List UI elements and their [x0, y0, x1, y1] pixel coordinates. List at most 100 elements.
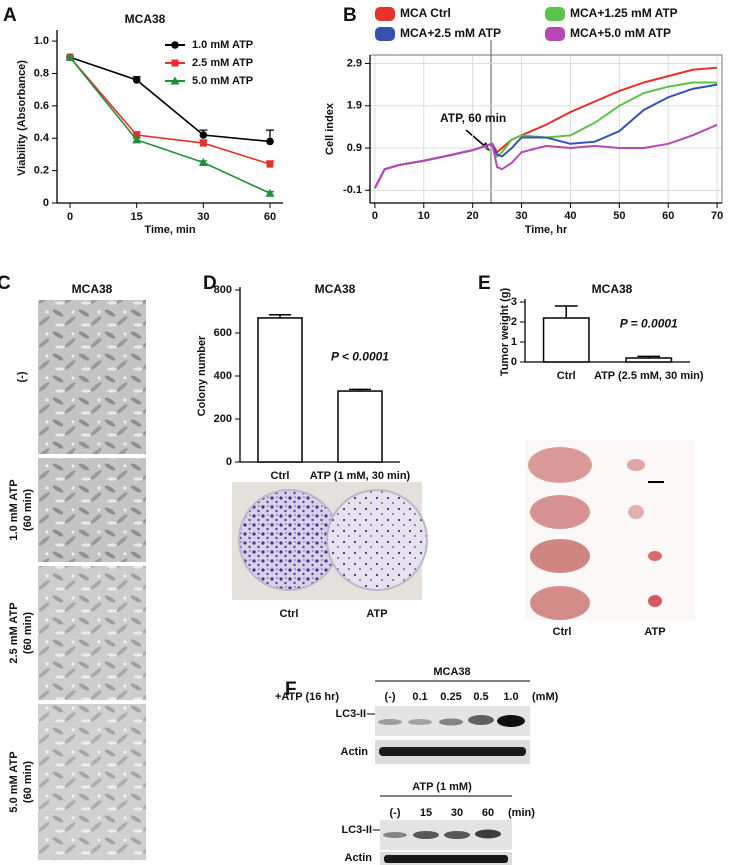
annotation: ATP, 60 min — [440, 111, 506, 125]
x-axis-title: Time, min — [144, 224, 195, 236]
legend-swatch — [545, 7, 565, 21]
band — [379, 747, 526, 756]
treatment: ATP (1 mM) — [412, 781, 472, 793]
legend-swatch — [545, 27, 565, 41]
y-axis-title: Tumor weight (g) — [499, 287, 511, 376]
y-tick-label: 3 — [511, 296, 517, 308]
micrograph — [38, 704, 146, 860]
treatment: +ATP (16 hr) — [275, 691, 339, 703]
x-tick-label: 10 — [418, 210, 430, 222]
marker — [198, 158, 208, 167]
legend-label: 1.0 mM ATP — [192, 39, 253, 51]
y-tick-label: 0.6 — [34, 100, 49, 112]
series-line — [373, 66, 718, 189]
tumor — [627, 459, 645, 471]
panel-label: E — [478, 273, 491, 294]
row-label: LC3-II — [341, 824, 372, 836]
legend-label: MCA+1.25 mM ATP — [570, 6, 678, 20]
y-axis-title: Viability (Absorbance) — [16, 60, 28, 176]
tumor — [530, 539, 590, 573]
y-axis-title: Cell index — [324, 102, 336, 155]
marker — [132, 135, 142, 144]
marker — [265, 188, 275, 197]
x-tick-label: 0 — [372, 210, 378, 222]
band — [444, 831, 470, 839]
tumor — [648, 551, 662, 561]
lane-label: (-) — [390, 807, 401, 819]
y-tick-label: 0.4 — [34, 132, 50, 144]
chart-title: MCA38 — [125, 12, 166, 26]
band — [413, 831, 439, 839]
tumor — [628, 505, 644, 519]
y-tick-label: 2.9 — [347, 57, 362, 69]
x-tick-label: 70 — [711, 210, 723, 222]
x-tick-label: 60 — [662, 210, 674, 222]
row-label: Actin — [345, 852, 373, 864]
condition-label: (60 min) — [22, 761, 34, 804]
legend-label: MCA+2.5 mM ATP — [400, 26, 501, 40]
micrograph — [38, 458, 146, 562]
photo-label: ATP — [366, 608, 387, 620]
lane-label: 0.5 — [473, 691, 488, 703]
condition-label: 5.0 mM ATP — [8, 751, 20, 812]
marker — [199, 139, 207, 147]
y-tick-label: 0.8 — [34, 67, 49, 79]
x-tick-label: 15 — [131, 211, 143, 223]
y-tick-label: 600 — [214, 327, 232, 339]
marker — [266, 160, 274, 168]
photo-label: Ctrl — [553, 626, 572, 638]
lane-label: 15 — [420, 807, 432, 819]
legend-label: MCA Ctrl — [400, 6, 451, 20]
marker — [171, 41, 179, 49]
band — [408, 719, 432, 725]
y-tick-label: 0 — [511, 356, 517, 368]
chart-title: MCA38 — [592, 282, 633, 296]
series-line — [373, 83, 718, 189]
photo-label: Ctrl — [280, 608, 299, 620]
annotation: P = 0.0001 — [620, 317, 678, 331]
lane-label: 1.0 — [503, 691, 518, 703]
series-line — [69, 56, 271, 143]
y-tick-label: 1.9 — [347, 100, 362, 112]
marker — [266, 137, 274, 146]
marker — [132, 76, 141, 84]
unit-label: (min) — [508, 807, 535, 819]
legend-label: MCA+5.0 mM ATP — [570, 26, 671, 40]
bar — [625, 357, 673, 363]
legend-label: 5.0 mM ATP — [192, 75, 253, 87]
row-label: Actin — [341, 746, 369, 758]
band — [384, 855, 508, 863]
panel-c: C MCA38 (-) 1.0 mM ATP (60 min) 2.5 mM A… — [0, 273, 146, 860]
marker — [133, 131, 141, 139]
plot-frame — [369, 54, 723, 204]
band — [439, 718, 463, 726]
marker — [199, 131, 208, 139]
x-tick-label: 0 — [67, 211, 73, 223]
condition-label: 1.0 mM ATP — [8, 479, 20, 540]
x-tick-label: 20 — [467, 210, 479, 222]
y-tick-label: 400 — [214, 370, 232, 382]
band — [383, 832, 407, 838]
condition-label: 2.5 mM ATP — [8, 602, 20, 663]
y-tick-label: 1.0 — [34, 35, 49, 47]
plate — [238, 489, 340, 591]
x-tick-label: 30 — [515, 210, 527, 222]
bar — [337, 390, 383, 463]
photo-label: ATP — [644, 626, 665, 638]
legend-swatch — [375, 7, 395, 21]
x-tick-label: 50 — [613, 210, 625, 222]
band — [497, 715, 525, 727]
series-line — [69, 56, 271, 195]
y-tick-label: -0.1 — [343, 184, 362, 196]
lane-label: 0.1 — [412, 691, 427, 703]
x-tick-label: 60 — [264, 211, 276, 223]
lane-label: 30 — [451, 807, 463, 819]
chart-title: MCA38 — [315, 282, 356, 296]
micrograph — [38, 566, 146, 700]
bar — [542, 317, 590, 363]
y-tick-label: 0 — [226, 456, 232, 468]
panel-label: F — [285, 679, 297, 700]
condition-label: (60 min) — [22, 489, 34, 532]
row-label: LC3-II — [335, 708, 366, 720]
